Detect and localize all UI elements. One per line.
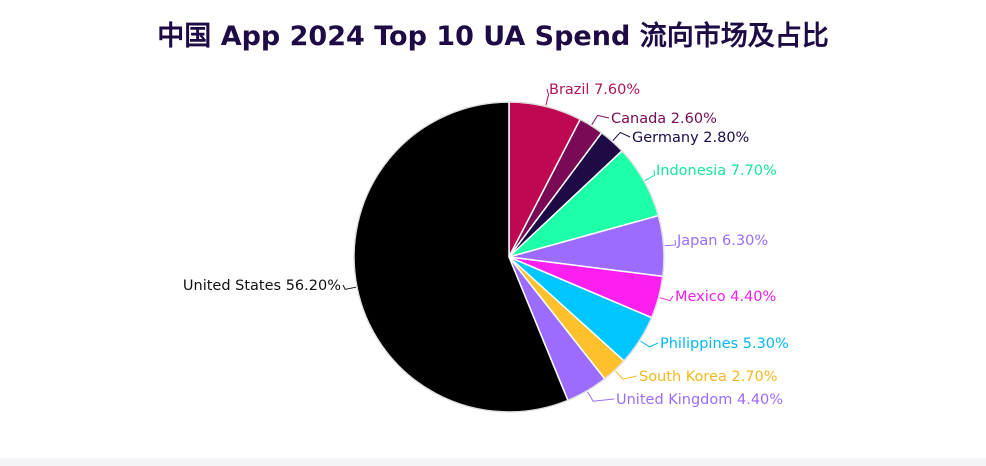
leader-line-united-states [342,284,357,290]
leader-line-mexico [659,295,674,302]
slice-label-japan: Japan 6.30% [676,233,768,249]
pie-slices [353,101,665,413]
slice-label-germany: Germany 2.80% [632,130,749,146]
leader-line-japan [664,239,677,247]
leader-line-philippines [640,340,659,348]
chart-title: 中国 App 2024 Top 10 UA Spend 流向市场及占比 [157,21,829,52]
slice-label-mexico: Mexico 4.40% [675,289,776,305]
pie-leader-lines [342,88,677,402]
slice-label-south-korea: South Korea 2.70% [639,369,778,385]
slice-label-brazil: Brazil 7.60% [549,82,640,98]
slice-label-canada: Canada 2.60% [611,111,717,127]
slice-label-united-states: United States 56.20% [183,278,341,294]
slice-label-united-kingdom: United Kingdom 4.40% [616,392,783,408]
bottom-divider [0,458,986,466]
leader-line-germany [612,131,631,141]
slice-label-indonesia: Indonesia 7.70% [656,163,777,179]
leader-line-indonesia [644,169,656,181]
slice-label-philippines: Philippines 5.30% [660,336,789,352]
leader-line-brazil [545,88,550,106]
leader-line-united-kingdom [587,391,615,402]
leader-line-south-korea [615,370,638,380]
pie-outline [353,101,665,413]
leader-line-canada [591,114,610,126]
pie-labels: Brazil 7.60% Canada 2.60% Germany 2.80% Ind… [183,82,789,408]
